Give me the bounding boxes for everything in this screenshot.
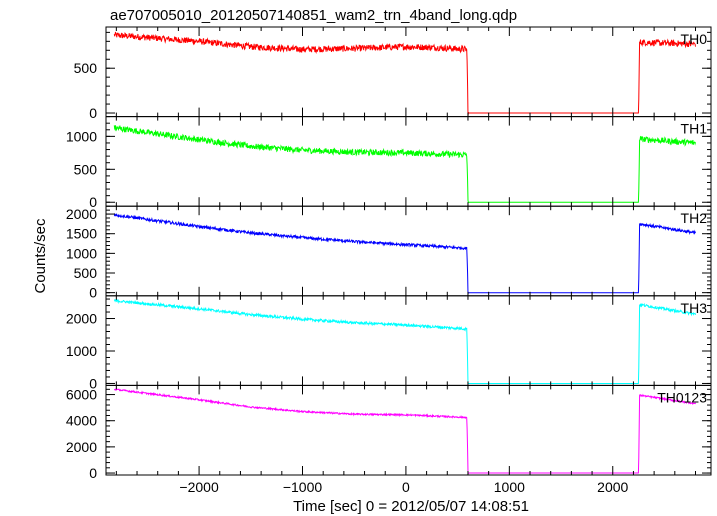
- panel-frame: [105, 205, 712, 297]
- y-tick-label: 1000: [66, 128, 97, 144]
- series-line-th0123: [113, 388, 696, 475]
- y-tick-label: 2000: [66, 439, 97, 455]
- panel-label-th3: TH3: [681, 300, 708, 316]
- y-tick-label: 0: [89, 465, 97, 481]
- y-tick-label: 0: [89, 285, 97, 301]
- y-tick-label: 4000: [66, 413, 97, 429]
- panel-th0123: 0 2000 4000 6000 TH0123: [66, 384, 712, 481]
- panel-frame: [105, 116, 712, 207]
- series-line-th3: [113, 298, 696, 385]
- y-tick-label: 500: [74, 265, 98, 281]
- x-tick-label: 2000: [597, 479, 628, 495]
- x-tick-label: 0: [402, 479, 410, 495]
- panel-th3: 0 1000 2000 TH3: [66, 295, 712, 391]
- panel-label-th0123: TH0123: [657, 389, 707, 405]
- y-tick-label: 1000: [66, 245, 97, 261]
- panel-label-th0: TH0: [681, 31, 708, 47]
- y-axis-label: Counts/sec: [32, 218, 49, 294]
- y-tick-label: 0: [89, 194, 97, 210]
- y-tick-label: 2000: [66, 206, 97, 222]
- y-tick-label: 1000: [66, 343, 97, 359]
- series-line-th0: [113, 31, 696, 117]
- panel-th1: 0 500 1000 TH1: [66, 116, 712, 210]
- y-tick-label: 500: [74, 161, 98, 177]
- panel-frame: [105, 384, 712, 476]
- y-tick-label: 2000: [66, 311, 97, 327]
- chart-title: ae707005010_20120507140851_wam2_trn_4ban…: [110, 7, 517, 24]
- series-line-th2: [113, 212, 696, 295]
- light-curve-panels: 0 500 TH0 0 500 1000 TH1 0 500 1000 1500 2000 TH2 0 10…: [66, 26, 712, 495]
- y-tick-label: 1500: [66, 226, 97, 242]
- x-tick-label: −1000: [283, 479, 323, 495]
- series-line-th1: [113, 124, 696, 204]
- x-tick-label: −2000: [179, 479, 219, 495]
- y-tick-label: 6000: [66, 387, 97, 403]
- panel-label-th1: TH1: [681, 121, 708, 137]
- panel-label-th2: TH2: [681, 210, 708, 226]
- y-tick-label: 0: [89, 375, 97, 391]
- y-tick-label: 0: [89, 105, 97, 121]
- panel-th0: 0 500 TH0: [74, 26, 712, 121]
- y-tick-label: 500: [74, 60, 98, 76]
- x-tick-label: 1000: [494, 479, 525, 495]
- panel-th2: 0 500 1000 1500 2000 TH2: [66, 205, 712, 301]
- x-axis-label: Time [sec] 0 = 2012/05/07 14:08:51: [293, 498, 529, 515]
